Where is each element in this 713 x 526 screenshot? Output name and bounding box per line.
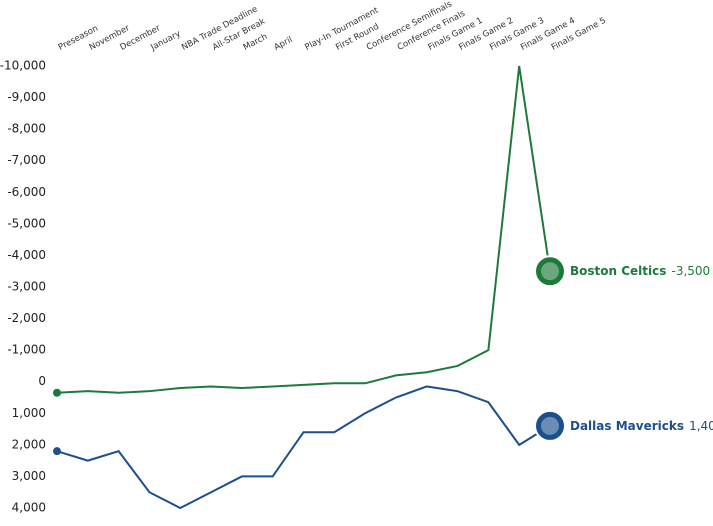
y-tick-label: 3,000 [12, 469, 46, 483]
end-label: Dallas Mavericks 1,400 [570, 415, 713, 434]
y-tick-label: 4,000 [12, 501, 46, 515]
y-tick-label: -7,000 [7, 153, 46, 167]
value-label: 1,400 [689, 418, 713, 432]
series-line [56, 385, 551, 510]
x-tick-label: April [273, 35, 295, 53]
series-name: Dallas Mavericks [570, 418, 684, 432]
y-tick-label: 0 [38, 374, 46, 388]
y-tick-label: -9,000 [7, 90, 46, 104]
y-tick-label: -5,000 [7, 216, 46, 230]
y-tick-label: -3,000 [7, 280, 46, 294]
y-tick-label: -1,000 [7, 343, 46, 357]
team-logo [534, 255, 566, 288]
team-logo-inner [541, 416, 559, 435]
y-tick-label: -8,000 [7, 122, 46, 136]
team-logo [534, 409, 566, 442]
y-tick-label: 2,000 [12, 437, 46, 451]
end-label: Boston Celtics -3,500 [570, 261, 710, 280]
start-dot [53, 388, 61, 397]
series-name: Boston Celtics [570, 264, 666, 278]
y-tick-label: -6,000 [7, 185, 46, 199]
y-tick-label: 1,000 [12, 406, 46, 420]
y-tick-label: -10,000 [0, 59, 46, 73]
series-line [56, 65, 551, 394]
team-logo-inner [541, 262, 559, 281]
y-tick-label: -4,000 [7, 248, 46, 262]
start-dot [53, 447, 61, 456]
value-label: -3,500 [672, 264, 711, 278]
y-tick-label: -2,000 [7, 311, 46, 325]
